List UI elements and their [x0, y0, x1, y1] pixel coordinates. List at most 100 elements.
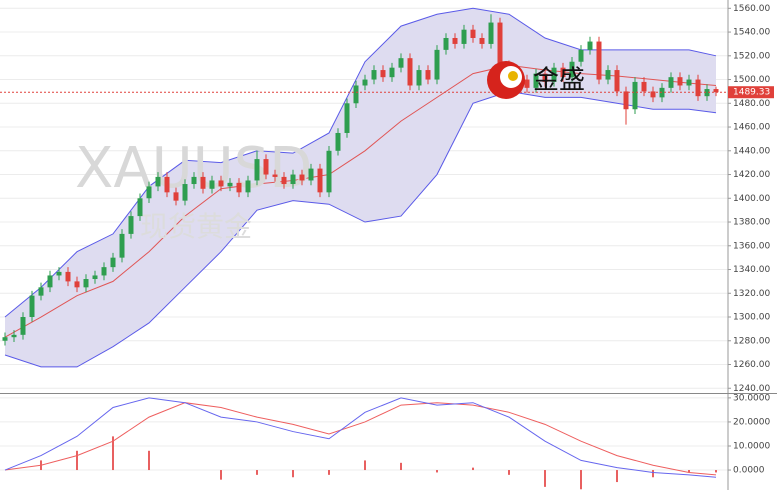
macd-hist — [400, 462, 402, 471]
candle-body — [218, 180, 224, 187]
y-tick-label: 1400.00 — [733, 194, 770, 204]
band-upper — [4, 7, 717, 318]
band-middle — [4, 64, 717, 338]
candle-body — [317, 168, 323, 193]
candle-body — [650, 91, 656, 98]
candle-body — [47, 275, 53, 288]
candle-body — [110, 257, 116, 268]
bands — [4, 7, 717, 368]
logo-icon — [508, 71, 518, 81]
macd-hist — [292, 470, 294, 478]
candle-body — [74, 281, 80, 288]
y-tick-label: 1460.00 — [733, 123, 770, 133]
candle-body — [83, 279, 89, 288]
candle-body — [290, 174, 296, 185]
candle-body — [533, 73, 539, 88]
y-tick-label: 1520.00 — [733, 51, 770, 61]
marks — [0, 14, 728, 490]
candle-body — [101, 267, 107, 276]
candle-body — [245, 180, 251, 193]
y-tick-label: 1240.00 — [733, 384, 770, 394]
candle-body — [191, 176, 197, 185]
candle-body — [146, 186, 152, 199]
candle-body — [38, 287, 44, 296]
logo: 金盛 — [487, 61, 585, 99]
macd-hist — [76, 450, 78, 471]
candle-body — [263, 159, 269, 175]
candle-body — [11, 334, 17, 338]
candle-body — [353, 85, 359, 104]
candle-body — [623, 91, 629, 110]
macd-hist — [328, 470, 330, 475]
candle-body — [677, 77, 683, 86]
y-tick-label: 30.0000 — [733, 393, 770, 403]
candle-body — [326, 150, 332, 193]
candle-body — [209, 180, 215, 189]
y-tick-label: 1540.00 — [733, 28, 770, 38]
y-tick-label: 1260.00 — [733, 360, 770, 370]
y-tick-label: 1300.00 — [733, 313, 770, 323]
macd-hist — [436, 470, 438, 473]
last-price-box — [728, 86, 774, 99]
candle-body — [587, 41, 593, 50]
candle-body — [227, 182, 233, 187]
candle-body — [371, 70, 377, 80]
candle-body — [479, 37, 485, 44]
candle-body — [497, 22, 503, 66]
candle-body — [524, 79, 530, 88]
macd-hist — [472, 467, 474, 471]
candle-body — [416, 70, 422, 86]
macd-hist — [688, 470, 690, 473]
candle-body — [641, 81, 647, 92]
watermark-name: 现货黄金 — [140, 210, 252, 243]
macd-hist — [508, 470, 510, 475]
y-tick-label: 1480.00 — [733, 99, 770, 109]
candle-body — [488, 22, 494, 44]
candle-body — [704, 89, 710, 97]
macd-dif — [4, 397, 717, 478]
watermark-symbol: XAUUSD — [75, 136, 312, 201]
candle-body — [29, 295, 35, 318]
candle-body — [200, 176, 206, 189]
candle-body — [443, 37, 449, 50]
candle-body — [668, 77, 674, 88]
macd-hist — [616, 470, 618, 483]
candle-body — [254, 159, 260, 181]
candle-body — [425, 70, 431, 80]
macd-hist — [580, 470, 582, 490]
candle-body — [551, 67, 557, 82]
candle-body — [362, 79, 368, 86]
y-tick-label: 1360.00 — [733, 241, 770, 251]
candle-body — [713, 89, 719, 93]
y-tick-label: 1280.00 — [733, 336, 770, 346]
candle-body — [272, 174, 278, 177]
candle-body — [344, 103, 350, 133]
macd-hist — [256, 470, 258, 475]
candle-body — [560, 67, 566, 78]
candle-body — [605, 70, 611, 80]
axis: 1240.00 1260.00 1280.00 1300.00 1320.00 1340.… — [728, 4, 774, 476]
y-tick-label: 10.0000 — [733, 441, 770, 451]
candle-body — [164, 176, 170, 193]
y-tick-label: 1320.00 — [733, 289, 770, 299]
logo-text: 金盛 — [533, 66, 585, 96]
candle-body — [182, 184, 188, 201]
candle-body — [461, 29, 467, 44]
y-tick-label: 1560.00 — [733, 4, 770, 14]
candle-body — [2, 337, 8, 341]
candle-body — [632, 81, 638, 110]
candle-body — [596, 41, 602, 80]
candle-body — [434, 49, 440, 80]
candle-body — [281, 176, 287, 185]
candle-body — [335, 132, 341, 151]
macd-hist — [364, 460, 366, 471]
macd-hist — [715, 470, 717, 473]
candle-body — [92, 275, 98, 280]
candle-body — [398, 58, 404, 68]
candle-body — [119, 233, 125, 258]
candle-body — [20, 317, 26, 335]
macd-hist — [652, 470, 654, 478]
last-price-label: 1489.33 — [733, 88, 770, 98]
candle-body — [542, 73, 548, 82]
